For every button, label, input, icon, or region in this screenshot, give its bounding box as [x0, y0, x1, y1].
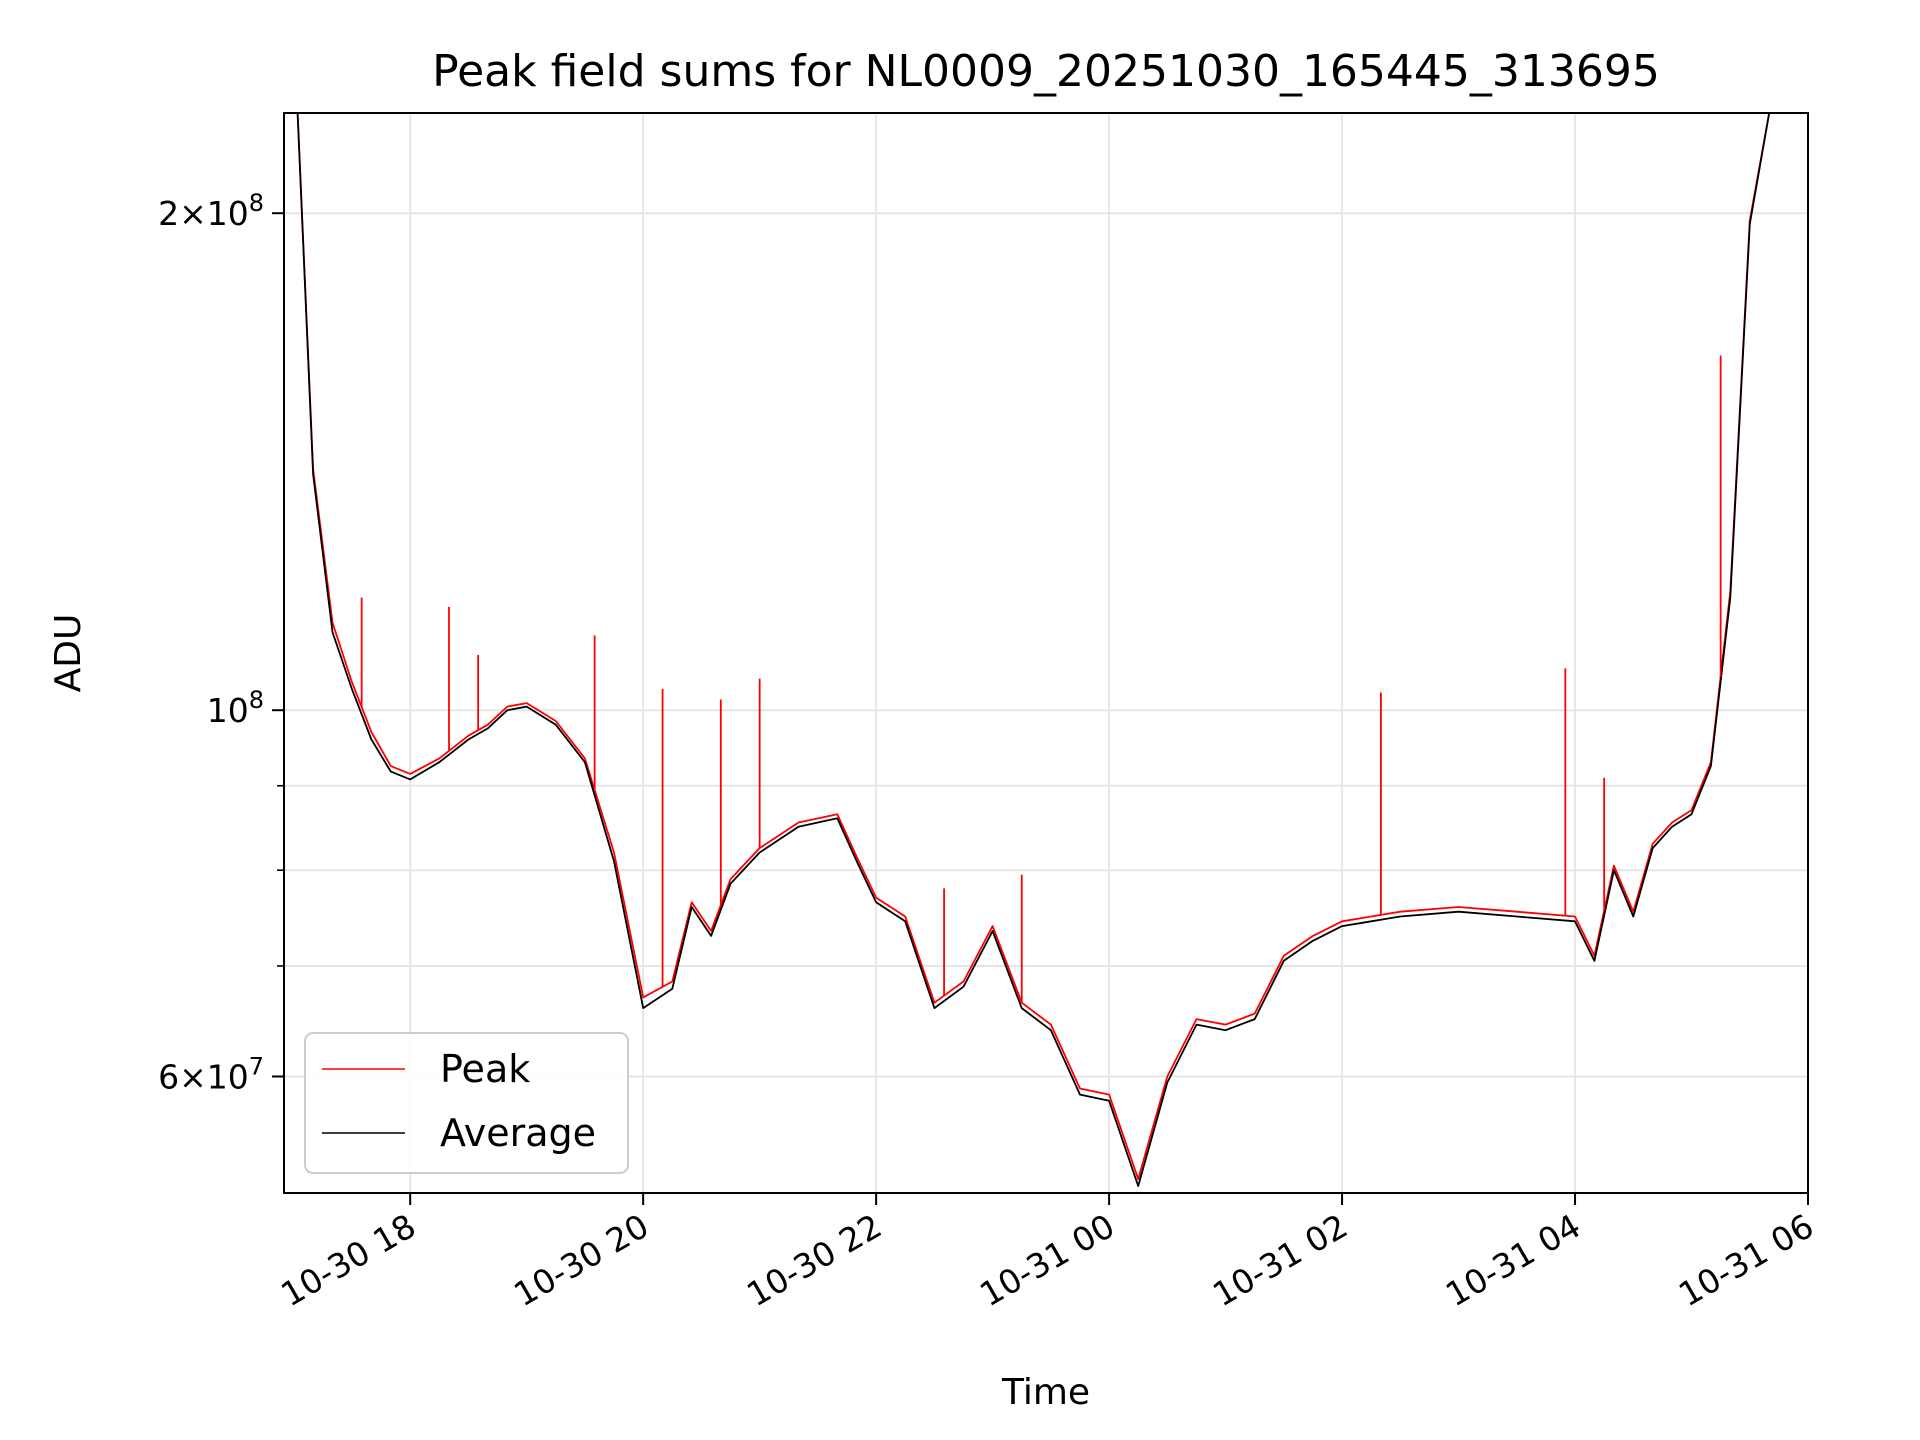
legend-box	[304, 1032, 629, 1174]
plot-frame	[283, 112, 1809, 1194]
legend-label-average: Average	[440, 1111, 596, 1155]
legend-label-peak: Peak	[440, 1047, 530, 1091]
x-axis-label: Time	[1001, 1372, 1090, 1413]
y-tick-label: 6×107	[158, 1052, 264, 1096]
plot-lines	[296, 113, 1789, 1187]
chart-title: Peak field sums for NL0009_20251030_1654…	[432, 46, 1660, 97]
y-tick-label: 2×108	[158, 189, 264, 233]
series-line-average	[296, 113, 1789, 1187]
y-axis-label: ADU	[48, 614, 89, 693]
series-line-peak	[296, 113, 1789, 1180]
y-tick-label: 108	[207, 686, 264, 730]
legend: Peak Average	[304, 1032, 629, 1174]
y-axis: 2×108 108 6×107	[158, 189, 284, 1096]
